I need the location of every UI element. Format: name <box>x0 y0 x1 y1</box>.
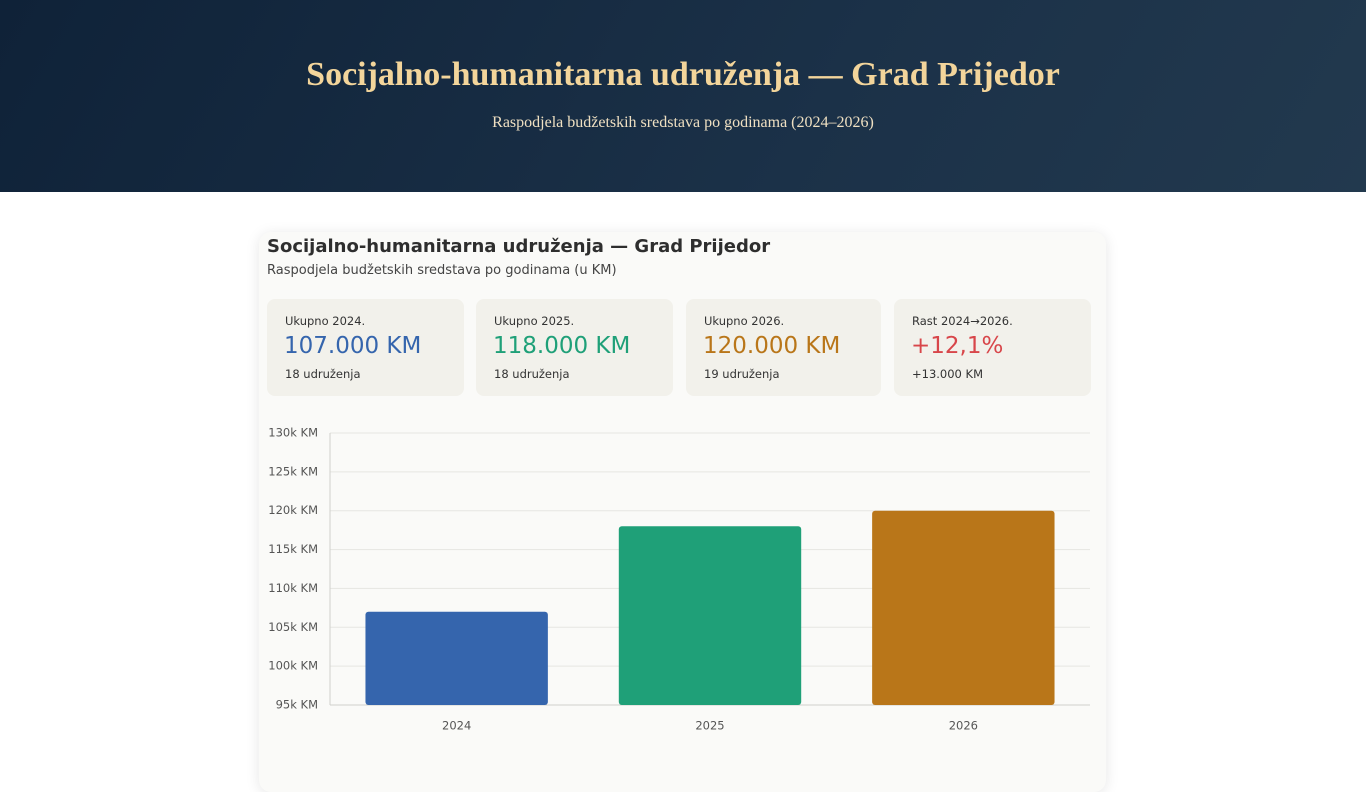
y-tick-label: 120k KM <box>268 503 318 517</box>
stat-box: Ukupno 2025. 118.000 KM 18 udruženja <box>476 299 673 396</box>
y-tick-label: 115k KM <box>268 542 318 556</box>
stat-label: Ukupno 2025. <box>494 314 575 328</box>
bar <box>618 526 802 705</box>
card-subtitle: Raspodjela budžetskih sredstava po godin… <box>267 263 617 278</box>
y-tick-label: 130k KM <box>268 426 318 440</box>
stat-value: 120.000 KM <box>703 333 841 359</box>
y-tick-label: 125k KM <box>268 464 318 478</box>
page-subtitle: Raspodjela budžetskih sredstava po godin… <box>492 114 874 131</box>
y-tick-label: 110k KM <box>268 581 318 595</box>
bar <box>365 611 548 705</box>
stat-note: 18 udruženja <box>494 367 570 381</box>
stat-note: +13.000 KM <box>912 367 983 381</box>
chart: 95k KM 100k KM 105k KM 110k KM 115k KM 120k K… <box>268 426 1090 733</box>
header: Socijalno-humanitarna udruženja — Grad P… <box>0 0 1366 192</box>
x-tick-label: 2025 <box>695 719 724 733</box>
stat-label: Rast 2024→2026. <box>912 314 1013 328</box>
stat-box: Ukupno 2026. 120.000 KM 19 udruženja <box>686 299 881 396</box>
y-tick-label: 100k KM <box>268 659 318 673</box>
chart-card: Socijalno-humanitarna udruženja — Grad P… <box>259 232 1106 792</box>
card-title: Socijalno-humanitarna udruženja — Grad P… <box>267 236 771 257</box>
y-tick-label: 105k KM <box>268 620 318 634</box>
stat-box: Rast 2024→2026. +12,1% +13.000 KM <box>894 299 1091 396</box>
stat-box: Ukupno 2024. 107.000 KM 18 udruženja <box>267 299 464 396</box>
stat-label: Ukupno 2026. <box>704 314 785 328</box>
page: {"header": {"title": "Socijalno-humanita… <box>0 0 1366 733</box>
stat-value: 107.000 KM <box>284 333 422 359</box>
stat-note: 19 udruženja <box>704 367 780 381</box>
stat-value: 118.000 KM <box>493 333 631 359</box>
stat-note: 18 udruženja <box>285 367 361 381</box>
x-tick-label: 2026 <box>949 719 978 733</box>
bar <box>872 510 1055 705</box>
x-tick-label: 2024 <box>442 719 471 733</box>
stat-value: +12,1% <box>911 333 1004 359</box>
page-title: Socijalno-humanitarna udruženja — Grad P… <box>306 56 1060 93</box>
stat-label: Ukupno 2024. <box>285 314 366 328</box>
y-tick-label: 95k KM <box>276 698 318 712</box>
